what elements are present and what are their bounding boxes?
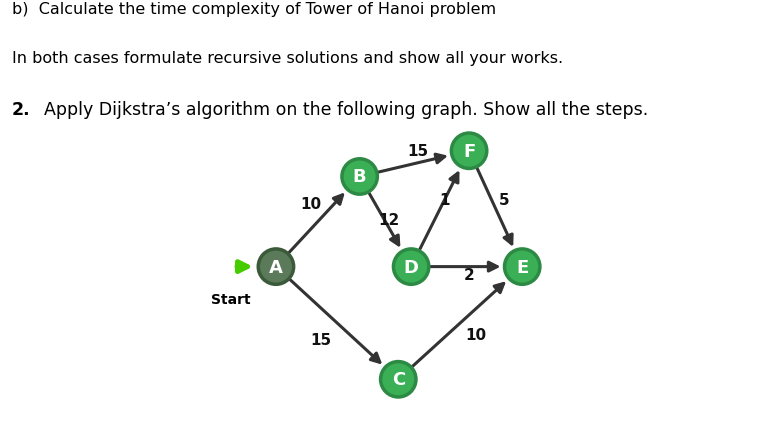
Text: A: A (269, 258, 283, 276)
Text: 10: 10 (465, 327, 486, 342)
Circle shape (393, 249, 429, 285)
Text: 15: 15 (310, 332, 331, 347)
Text: E: E (516, 258, 529, 276)
Text: 2: 2 (464, 267, 474, 283)
Circle shape (259, 249, 293, 285)
Text: In both cases formulate recursive solutions and show all your works.: In both cases formulate recursive soluti… (12, 51, 563, 66)
Text: F: F (463, 142, 475, 160)
Text: 12: 12 (378, 213, 399, 228)
Text: 10: 10 (301, 197, 322, 212)
Text: Apply Dijkstra’s algorithm on the following graph. Show all the steps.: Apply Dijkstra’s algorithm on the follow… (33, 100, 649, 118)
Text: D: D (404, 258, 419, 276)
Text: 2.: 2. (12, 100, 30, 118)
Text: Start: Start (211, 292, 251, 306)
Text: b)  Calculate the time complexity of Tower of Hanoi problem: b) Calculate the time complexity of Towe… (12, 2, 495, 17)
Circle shape (505, 249, 540, 285)
Text: 15: 15 (407, 144, 428, 159)
Circle shape (381, 362, 416, 397)
Text: C: C (392, 371, 405, 388)
Text: 1: 1 (440, 192, 450, 207)
Circle shape (342, 159, 378, 195)
Text: 5: 5 (499, 192, 510, 207)
Text: B: B (353, 168, 366, 186)
Circle shape (451, 134, 487, 169)
